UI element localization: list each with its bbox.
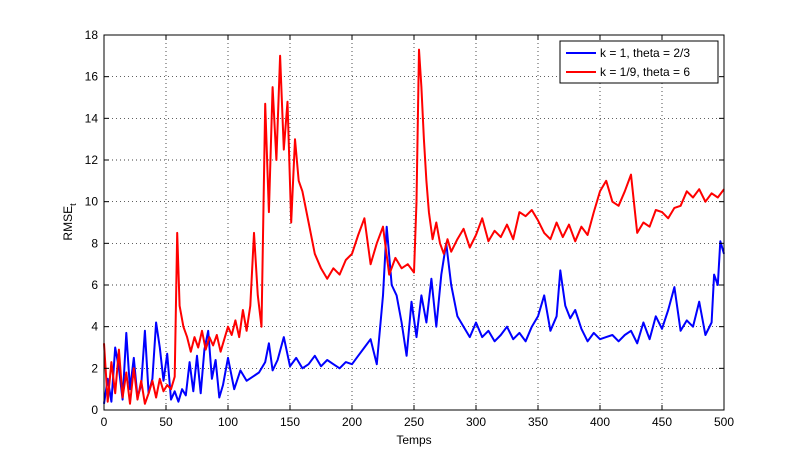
y-tick-label: 8 — [91, 236, 98, 250]
legend-box — [559, 40, 719, 84]
y-tick-label: 16 — [85, 70, 99, 84]
y-tick-label: 10 — [85, 195, 99, 209]
x-tick-label: 250 — [404, 415, 424, 429]
y-tick-label: 6 — [91, 278, 98, 292]
x-tick-label: 200 — [342, 415, 362, 429]
x-axis-title: Temps — [396, 433, 431, 447]
series-group — [103, 48, 725, 405]
x-tick-label: 500 — [714, 415, 734, 429]
ticks: 0 50 100 150 200 250 300 350 400 450 500 0 2 4 6 8 10 12 1… — [85, 28, 735, 429]
y-axis-title-subscript: t — [68, 203, 78, 206]
legend-label-series-2: k = 1/9, theta = 6 — [600, 65, 690, 79]
y-tick-label: 0 — [91, 403, 98, 417]
legend: k = 1, theta = 2/3 k = 1/9, theta = 6 — [559, 40, 719, 84]
legend-label-series-1: k = 1, theta = 2/3 — [600, 46, 690, 60]
x-tick-label: 0 — [101, 415, 108, 429]
y-tick-label: 4 — [91, 320, 98, 334]
x-tick-label: 350 — [528, 415, 548, 429]
series-line-1 — [103, 225, 725, 404]
x-tick-label: 450 — [652, 415, 672, 429]
x-tick-label: 300 — [466, 415, 486, 429]
series-line-2 — [103, 48, 725, 405]
y-tick-label: 14 — [85, 111, 99, 125]
y-axis-title-main: RMSE — [61, 206, 75, 241]
x-tick-label: 400 — [590, 415, 610, 429]
y-axis-title: RMSEt — [61, 203, 78, 241]
y-tick-label: 12 — [85, 153, 99, 167]
x-tick-label: 100 — [218, 415, 238, 429]
y-tick-label: 2 — [91, 361, 98, 375]
y-tick-label: 18 — [85, 28, 99, 42]
x-tick-label: 50 — [159, 415, 173, 429]
x-tick-label: 150 — [280, 415, 300, 429]
